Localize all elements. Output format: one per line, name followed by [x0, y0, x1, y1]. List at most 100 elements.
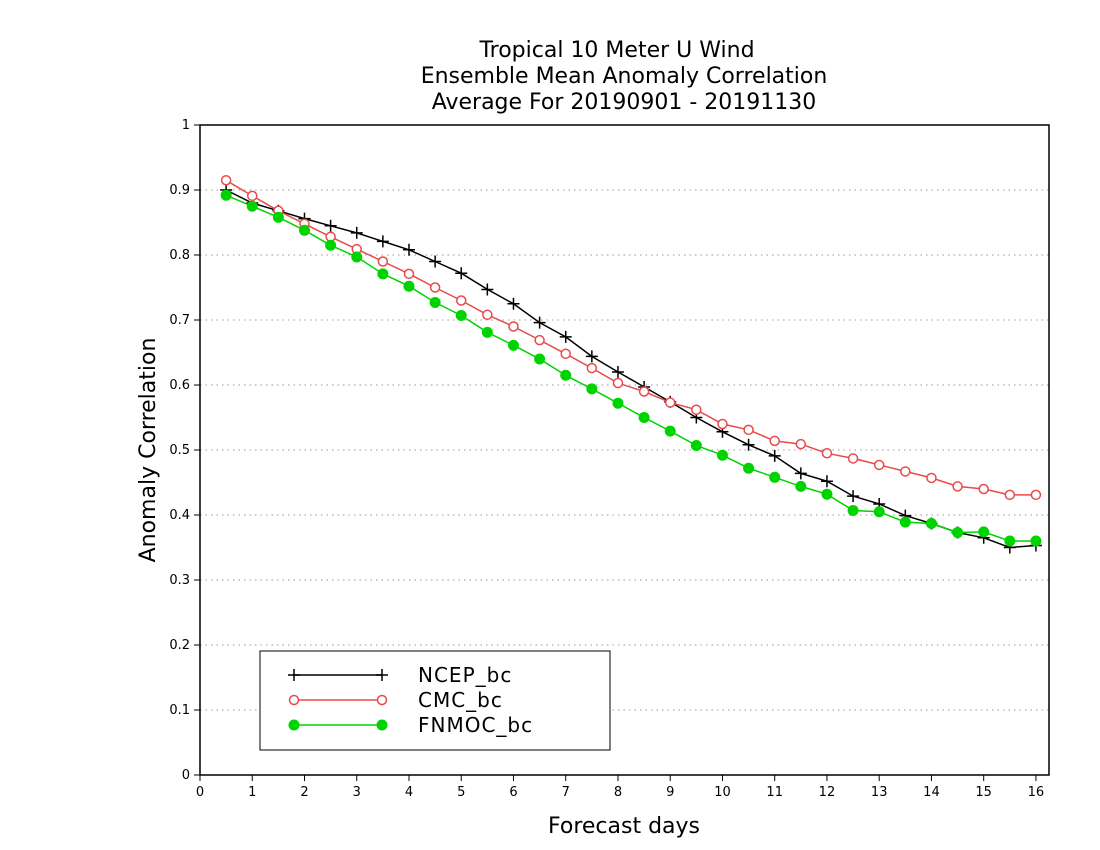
- data-point-fnmoc-bc: [298, 224, 310, 236]
- data-point-cmc-bc: [638, 386, 650, 397]
- data-point-fnmoc-bc: [925, 517, 937, 529]
- data-point-fnmoc-bc: [690, 439, 702, 451]
- ticks: [194, 124, 1037, 781]
- y-tick-label: 0.2: [169, 638, 190, 653]
- data-point-ncep-bc: [507, 297, 520, 310]
- legend-marker: [288, 719, 300, 731]
- data-point-fnmoc-bc: [664, 425, 676, 437]
- data-point-cmc-bc: [978, 483, 989, 495]
- x-tick-label: 9: [666, 785, 674, 800]
- y-tick-label: 0.7: [169, 313, 190, 328]
- title-line-3: Average For 20190901 - 20191130: [432, 90, 817, 115]
- x-tick-label: 2: [300, 785, 308, 800]
- y-tick-label: 0.5: [169, 443, 190, 458]
- legend-label: FNMOC_bc: [418, 713, 533, 737]
- data-point-cmc-bc: [952, 481, 963, 492]
- x-tick-label: 12: [819, 785, 836, 800]
- data-point-fnmoc-bc: [272, 211, 284, 223]
- data-point-fnmoc-bc: [455, 309, 467, 321]
- data-point-fnmoc-bc: [403, 280, 415, 292]
- series-layer: [220, 175, 1042, 554]
- data-point-ncep-bc: [324, 219, 337, 232]
- data-point-fnmoc-bc: [821, 488, 833, 500]
- data-point-fnmoc-bc: [351, 251, 363, 263]
- data-point-fnmoc-bc: [795, 480, 807, 492]
- y-tick-label: 0.3: [169, 573, 190, 588]
- series-line-fnmoc-bc: [225, 194, 1036, 542]
- x-tick-labels: 0 1 2 3 4 5 6 7 8 9 10 11 12 13 14 15 16: [196, 785, 1044, 800]
- data-point-ncep-bc: [402, 243, 415, 256]
- data-point-fnmoc-bc: [560, 369, 572, 381]
- x-tick-label: 14: [923, 785, 940, 800]
- y-tick-label: 0.9: [169, 183, 190, 198]
- data-point-cmc-bc: [926, 472, 937, 484]
- grid: [200, 189, 1049, 711]
- title-line-2: Ensemble Mean Anomaly Correlation: [421, 64, 828, 89]
- data-point-cmc-bc: [795, 438, 807, 450]
- data-point-cmc-bc: [429, 282, 441, 293]
- data-point-ncep-bc: [585, 350, 598, 363]
- series-ncep-bc: [220, 184, 1042, 554]
- data-point-cmc-bc: [691, 404, 702, 415]
- data-point-fnmoc-bc: [873, 506, 885, 518]
- data-point-cmc-bc: [586, 362, 598, 374]
- data-point-fnmoc-bc: [481, 326, 493, 338]
- x-tick-label: 15: [975, 785, 992, 800]
- legend-marker: [288, 669, 300, 681]
- data-point-fnmoc-bc: [716, 449, 728, 461]
- legend-entry-fnmoc-bc: FNMOC_bc: [288, 713, 533, 737]
- data-point-fnmoc-bc: [325, 239, 337, 251]
- data-point-cmc-bc: [664, 397, 676, 408]
- data-point-fnmoc-bc: [978, 526, 990, 538]
- series-line-cmc-bc: [225, 179, 1036, 496]
- data-point-cmc-bc: [508, 321, 519, 332]
- data-point-cmc-bc: [377, 256, 389, 267]
- series-fnmoc-bc: [220, 189, 1042, 547]
- legend-marker: [376, 719, 388, 731]
- data-point-ncep-bc: [794, 467, 807, 480]
- x-tick-label: 10: [714, 785, 731, 800]
- x-tick-label: 1: [248, 785, 256, 800]
- data-point-fnmoc-bc: [952, 527, 964, 539]
- data-point-cmc-bc: [560, 348, 571, 360]
- data-point-cmc-bc: [220, 175, 232, 186]
- title-line-1: Tropical 10 Meter U Wind: [478, 38, 754, 63]
- x-tick-label: 4: [405, 785, 413, 800]
- data-point-cmc-bc: [769, 435, 780, 447]
- data-point-ncep-bc: [847, 490, 860, 503]
- x-axis-label: Forecast days: [548, 814, 700, 839]
- data-point-fnmoc-bc: [507, 339, 519, 351]
- data-point-ncep-bc: [481, 283, 494, 296]
- data-point-ncep-bc: [768, 449, 781, 462]
- y-tick-label: 0.1: [169, 703, 190, 718]
- legend-box: [259, 650, 611, 751]
- data-point-cmc-bc: [900, 466, 911, 477]
- data-point-fnmoc-bc: [429, 296, 441, 308]
- x-tick-label: 13: [871, 785, 888, 800]
- x-tick-label: 5: [457, 785, 465, 800]
- x-tick-label: 16: [1028, 785, 1045, 800]
- data-point-cmc-bc: [246, 190, 258, 202]
- x-tick-label: 7: [562, 785, 570, 800]
- data-point-fnmoc-bc: [899, 516, 911, 528]
- data-point-ncep-bc: [559, 330, 572, 343]
- data-point-cmc-bc: [403, 268, 415, 280]
- x-tick-label: 3: [353, 785, 361, 800]
- data-point-fnmoc-bc: [638, 412, 650, 423]
- x-tick-label: 6: [509, 785, 517, 800]
- data-point-cmc-bc: [534, 334, 545, 346]
- legend-marker: [376, 694, 388, 706]
- data-point-ncep-bc: [533, 316, 546, 329]
- data-point-fnmoc-bc: [769, 471, 781, 483]
- data-point-cmc-bc: [455, 295, 467, 306]
- y-tick-labels: 0 0.1 0.2 0.3 0.4 0.5 0.6 0.7 0.8 0.9 1: [169, 118, 190, 783]
- data-point-fnmoc-bc: [847, 504, 859, 516]
- data-point-cmc-bc: [1004, 489, 1016, 501]
- y-tick-label: 1: [182, 118, 190, 133]
- data-point-ncep-bc: [742, 438, 755, 451]
- x-tick-label: 0: [196, 785, 204, 800]
- legend-marker: [288, 694, 300, 706]
- data-point-fnmoc-bc: [743, 462, 755, 474]
- data-point-fnmoc-bc: [377, 268, 389, 280]
